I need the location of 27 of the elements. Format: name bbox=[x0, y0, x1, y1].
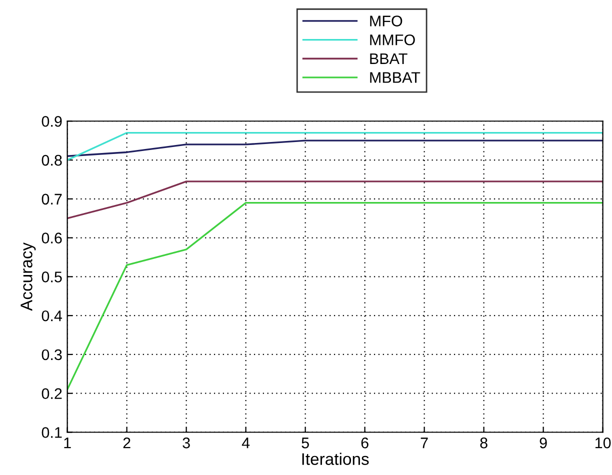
x-tick-label: 1 bbox=[64, 438, 71, 448]
x-tick-label: 3 bbox=[182, 438, 190, 448]
x-tick-label: 7 bbox=[420, 438, 428, 448]
line-series bbox=[67, 202, 603, 390]
y-tick-label: 0.5 bbox=[42, 272, 62, 282]
y-tick-label: 0.1 bbox=[42, 427, 62, 438]
y-tick-label: 0.2 bbox=[42, 388, 62, 400]
x-tick-label: 4 bbox=[242, 438, 250, 448]
y-tick-label: 0.6 bbox=[42, 232, 62, 244]
y-tick-label: 0.8 bbox=[42, 154, 62, 166]
x-tick-label: 6 bbox=[361, 438, 368, 448]
legend-label: MFO bbox=[370, 16, 402, 26]
x-tick-label: 9 bbox=[540, 438, 547, 448]
line-series bbox=[67, 140, 603, 157]
x-axis-title: Iterations bbox=[302, 452, 369, 465]
y-tick-label: 0.3 bbox=[42, 349, 62, 360]
x-tick-label: 2 bbox=[123, 438, 130, 448]
legend-label: MMFO bbox=[370, 34, 415, 46]
x-tick-label: 8 bbox=[480, 438, 488, 448]
x-tick-label: 10 bbox=[595, 438, 611, 448]
y-axis-title: Accuracy bbox=[20, 242, 36, 311]
x-tick-label: 5 bbox=[302, 438, 309, 448]
y-tick-label: 0.7 bbox=[42, 194, 62, 205]
legend-label: BBAT bbox=[370, 53, 408, 64]
y-tick-label: 0.4 bbox=[42, 310, 62, 322]
y-tick-label: 0.9 bbox=[42, 116, 62, 127]
legend-label: MBBAT bbox=[370, 72, 420, 83]
